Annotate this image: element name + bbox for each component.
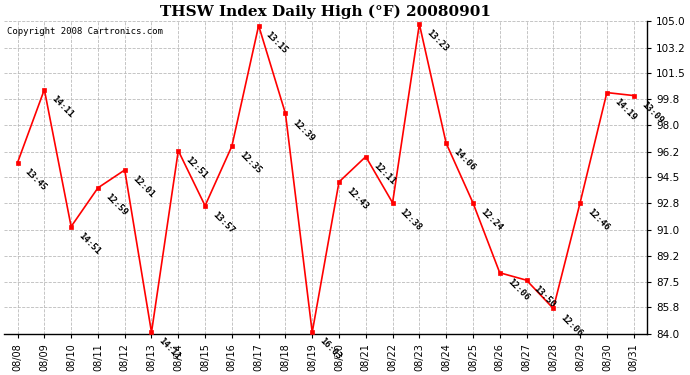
Text: 14:19: 14:19 (613, 97, 638, 122)
Text: 12:01: 12:01 (130, 174, 156, 200)
Text: 13:09: 13:09 (639, 100, 664, 125)
Title: THSW Index Daily High (°F) 20080901: THSW Index Daily High (°F) 20080901 (160, 4, 491, 18)
Text: 12:39: 12:39 (291, 118, 316, 143)
Text: 12:46: 12:46 (586, 207, 611, 232)
Text: 12:59: 12:59 (104, 192, 129, 217)
Text: 13:50: 13:50 (532, 284, 558, 310)
Text: 12:06: 12:06 (505, 277, 531, 302)
Text: 12:11: 12:11 (371, 161, 397, 186)
Text: 13:23: 13:23 (425, 28, 451, 54)
Text: 16:03: 16:03 (318, 336, 343, 362)
Text: 14:11: 14:11 (50, 94, 75, 119)
Text: 12:38: 12:38 (398, 207, 424, 232)
Text: 12:43: 12:43 (344, 186, 370, 211)
Text: Copyright 2008 Cartronics.com: Copyright 2008 Cartronics.com (8, 27, 164, 36)
Text: 12:35: 12:35 (237, 150, 263, 176)
Text: 13:15: 13:15 (264, 30, 290, 55)
Text: 13:45: 13:45 (23, 167, 48, 192)
Text: 14:11: 14:11 (157, 336, 182, 362)
Text: 13:57: 13:57 (210, 210, 236, 235)
Text: 14:51: 14:51 (77, 231, 102, 256)
Text: 14:06: 14:06 (452, 147, 477, 173)
Text: 12:24: 12:24 (478, 207, 504, 232)
Text: 12:51: 12:51 (184, 155, 209, 180)
Text: 12:06: 12:06 (559, 313, 584, 338)
